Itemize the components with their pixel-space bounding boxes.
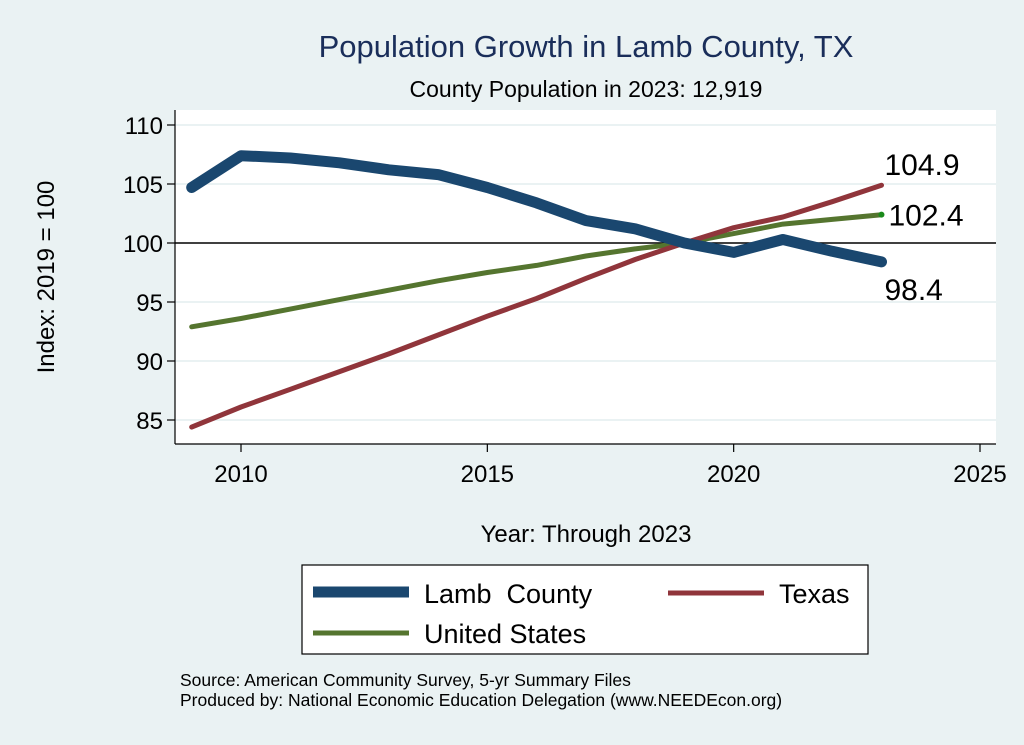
x-tick-label-2020: 2020 [707,461,760,488]
legend-label-texas: Texas [779,579,850,609]
legend: Lamb County Texas United States [301,564,869,655]
y-tick-label-105: 105 [123,172,163,199]
x-tick-label-2015: 2015 [461,461,514,488]
source-note: Source: American Community Survey, 5-yr … [180,670,631,690]
legend-label-lamb-county: Lamb County [424,579,593,609]
series-line-lamb-county [186,150,887,268]
y-tick-label-85: 85 [136,408,163,435]
end-label-lamb-county: 98.4 [884,274,942,307]
chart-subtitle: County Population in 2023: 12,919 [410,76,763,102]
legend-label-united-states: United States [424,619,586,649]
end-label-united-states: 102.4 [888,200,963,233]
y-tick-label-90: 90 [136,349,163,376]
series-line-texas [189,182,884,430]
end-label-texas: 104.9 [884,149,959,182]
x-tick-label-2025: 2025 [953,461,1006,488]
y-tick-label-100: 100 [123,231,163,258]
y-tick-label-95: 95 [136,290,163,317]
chart-title: Population Growth in Lamb County, TX [319,29,854,64]
x-tick-label-2010: 2010 [214,461,267,488]
x-axis-label: Year: Through 2023 [481,521,692,548]
y-tick-label-110: 110 [125,113,163,140]
legend-box [301,564,869,655]
end-marker-united-states [878,211,885,218]
series-line-united-states [189,212,884,330]
y-axis-label: Index: 2019 = 100 [33,181,60,374]
producer-note: Produced by: National Economic Education… [180,690,782,710]
